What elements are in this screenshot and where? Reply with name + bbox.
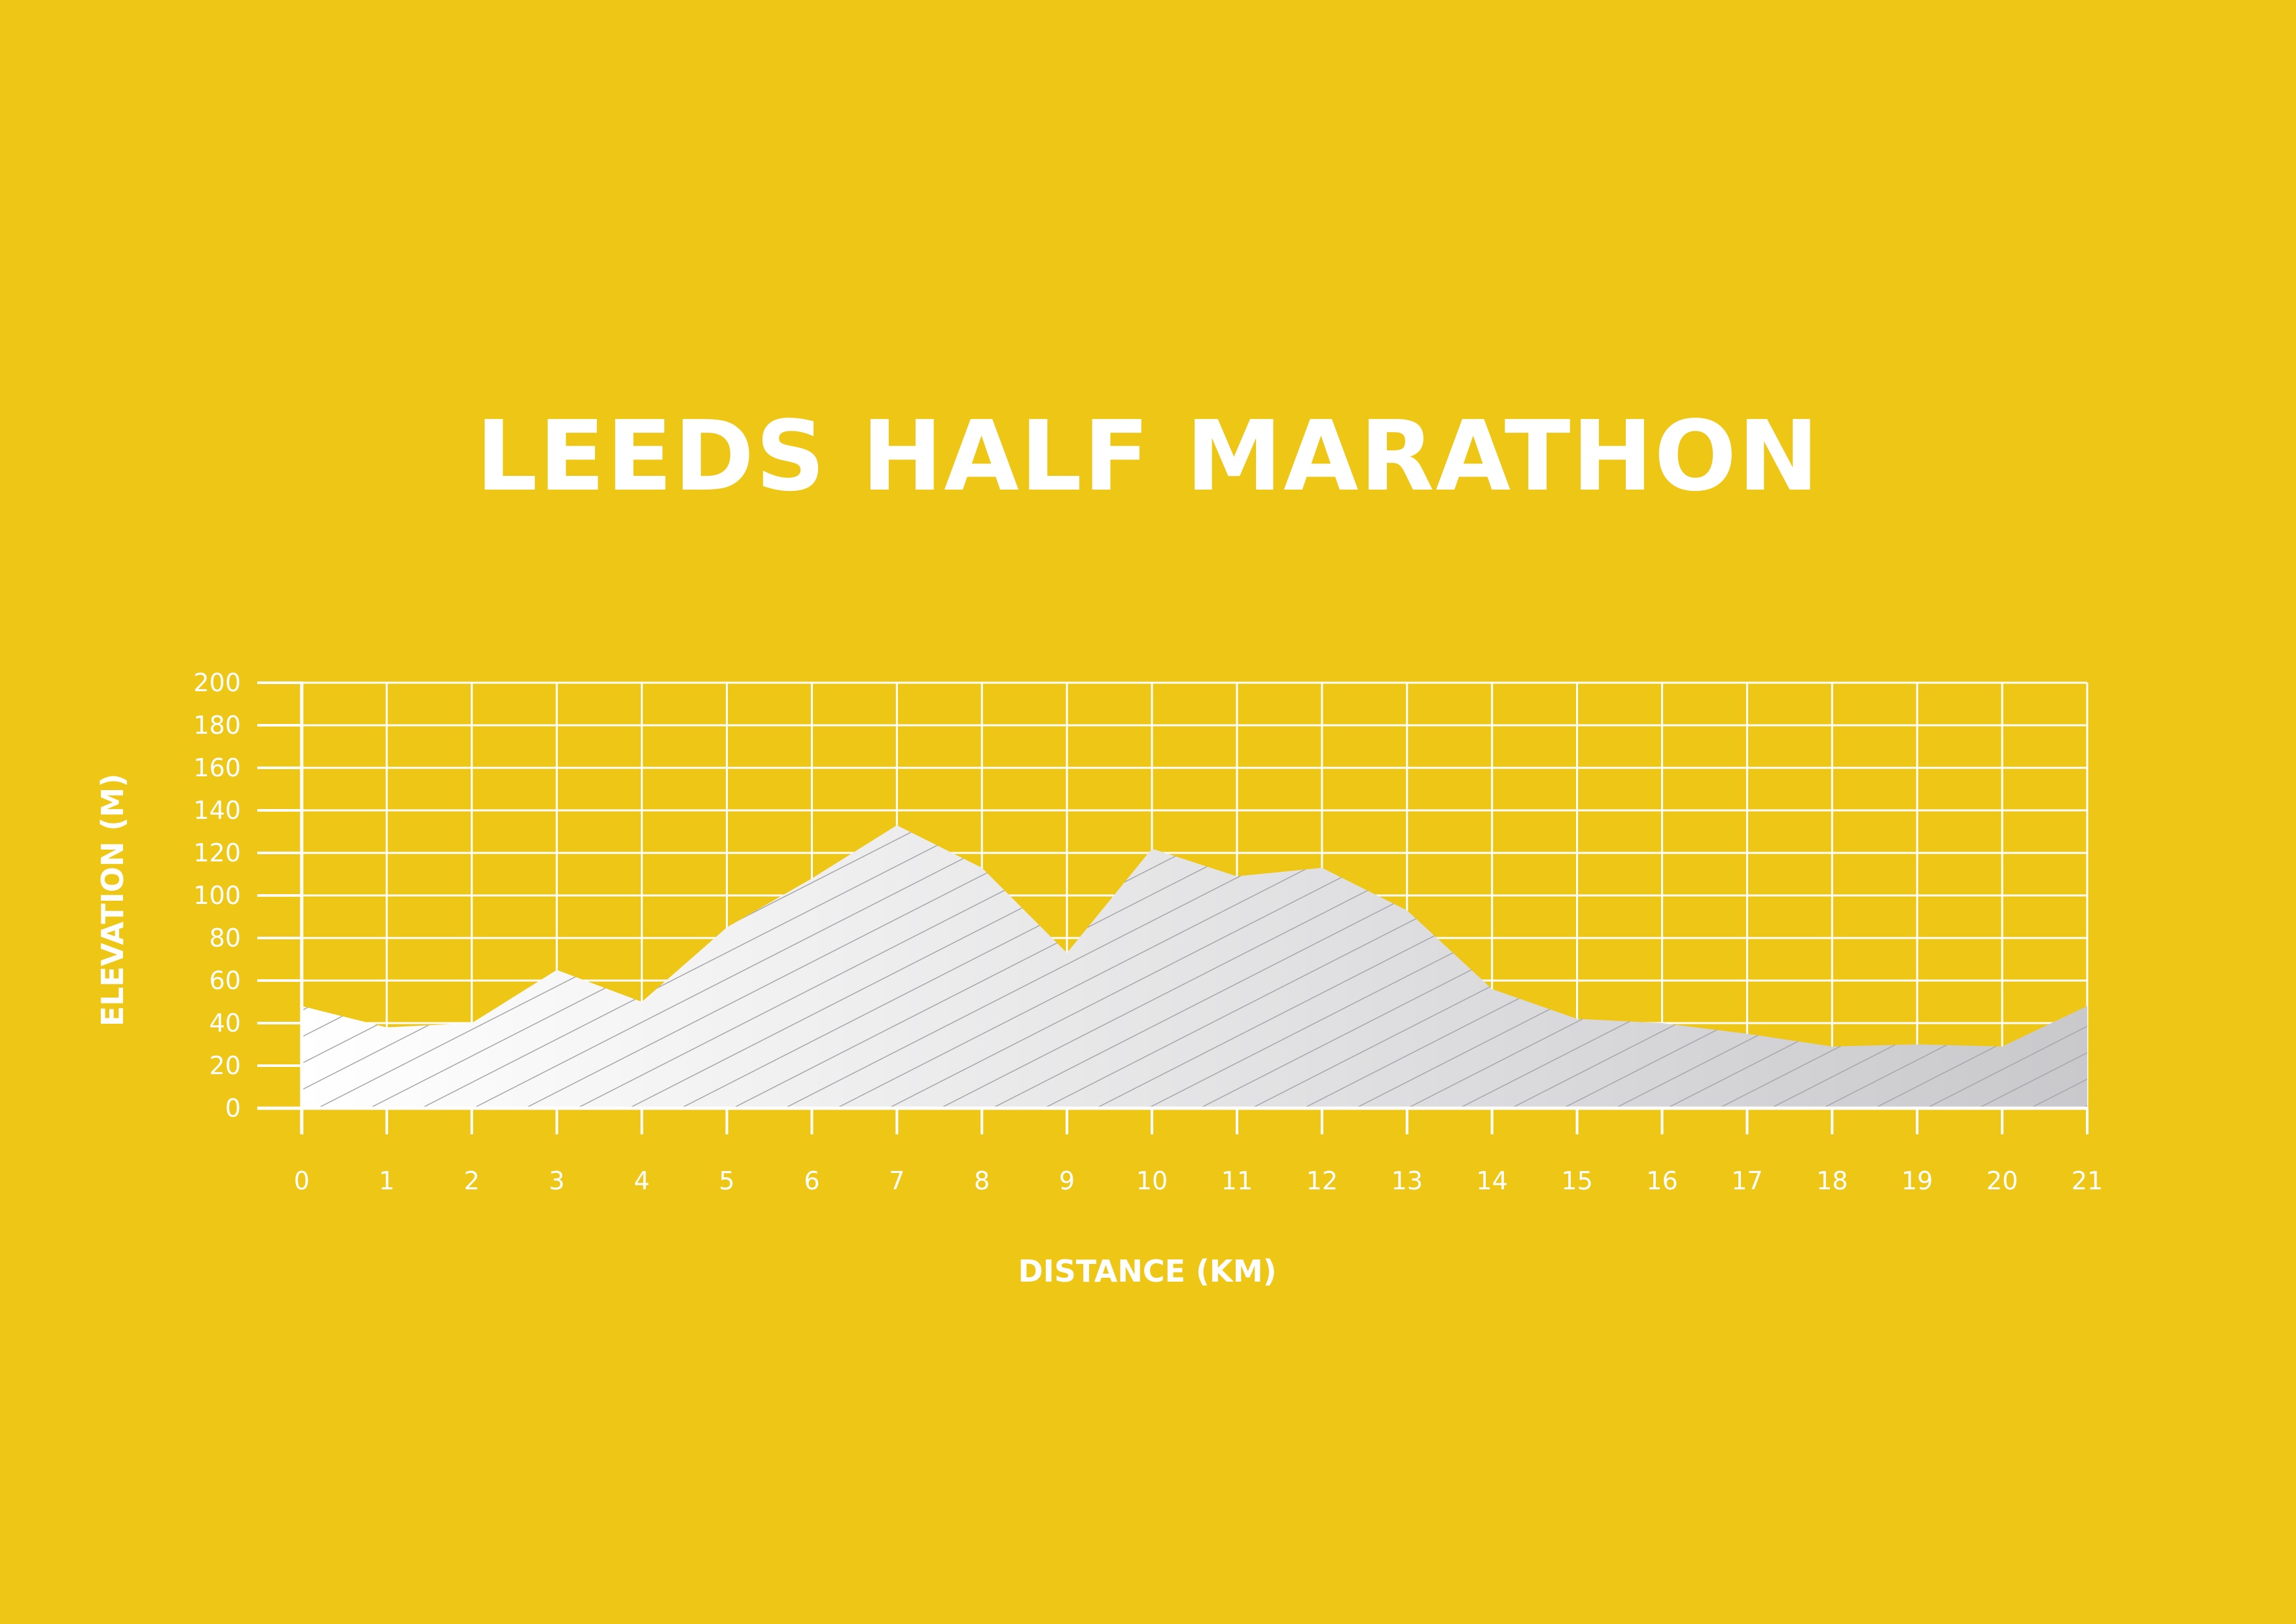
x-tick-label: 2 (464, 1166, 480, 1195)
x-tick-label: 5 (719, 1166, 734, 1195)
y-tick-label: 80 (209, 924, 241, 952)
x-tick-label: 0 (294, 1166, 310, 1195)
x-tick-label: 18 (1816, 1166, 1848, 1195)
x-tick-label: 12 (1306, 1166, 1338, 1195)
y-tick-label: 60 (209, 966, 241, 995)
x-tick-label: 7 (889, 1166, 905, 1195)
y-tick-label: 100 (193, 881, 241, 910)
y-tick-label: 140 (193, 796, 241, 825)
x-tick-label: 8 (974, 1166, 990, 1195)
y-axis-label: ELEVATION (M) (95, 774, 130, 1027)
x-tick-label: 6 (804, 1166, 819, 1195)
elevation-area-hatch (302, 825, 2087, 1108)
x-tick-label: 16 (1646, 1166, 1677, 1195)
x-tick-label: 10 (1136, 1166, 1168, 1195)
y-tick-label: 40 (209, 1009, 241, 1038)
x-tick-label: 19 (1901, 1166, 1933, 1195)
y-tick-label: 120 (193, 839, 241, 867)
x-tick-label: 3 (549, 1166, 565, 1195)
x-tick-label: 15 (1561, 1166, 1592, 1195)
x-tick-label: 9 (1059, 1166, 1075, 1195)
x-tick-label: 13 (1391, 1166, 1423, 1195)
y-tick-label: 0 (225, 1094, 241, 1123)
x-tick-label: 1 (379, 1166, 395, 1195)
x-axis-ticks: 0 1 2 3 4 5 6 7 8 9 10 11 12 13 14 15 16 17 18 19 20 21 (294, 1108, 2103, 1195)
y-tick-label: 180 (193, 711, 241, 740)
elevation-area (302, 825, 2087, 1108)
x-tick-label: 14 (1476, 1166, 1507, 1195)
axes (257, 681, 2087, 1134)
x-tick-label: 4 (634, 1166, 650, 1195)
chart-title: LEEDS HALF MARATHON (475, 400, 1821, 513)
x-axis-label: DISTANCE (KM) (1018, 1254, 1277, 1289)
x-tick-label: 11 (1221, 1166, 1253, 1195)
x-tick-label: 17 (1731, 1166, 1763, 1195)
y-tick-label: 20 (209, 1051, 241, 1080)
x-tick-label: 21 (2072, 1166, 2103, 1195)
y-axis-ticks: 0 20 40 60 80 100 120 140 160 180 200 (193, 668, 302, 1123)
y-tick-label: 160 (193, 753, 241, 782)
x-tick-label: 20 (1986, 1166, 2018, 1195)
y-tick-label: 200 (193, 668, 241, 697)
